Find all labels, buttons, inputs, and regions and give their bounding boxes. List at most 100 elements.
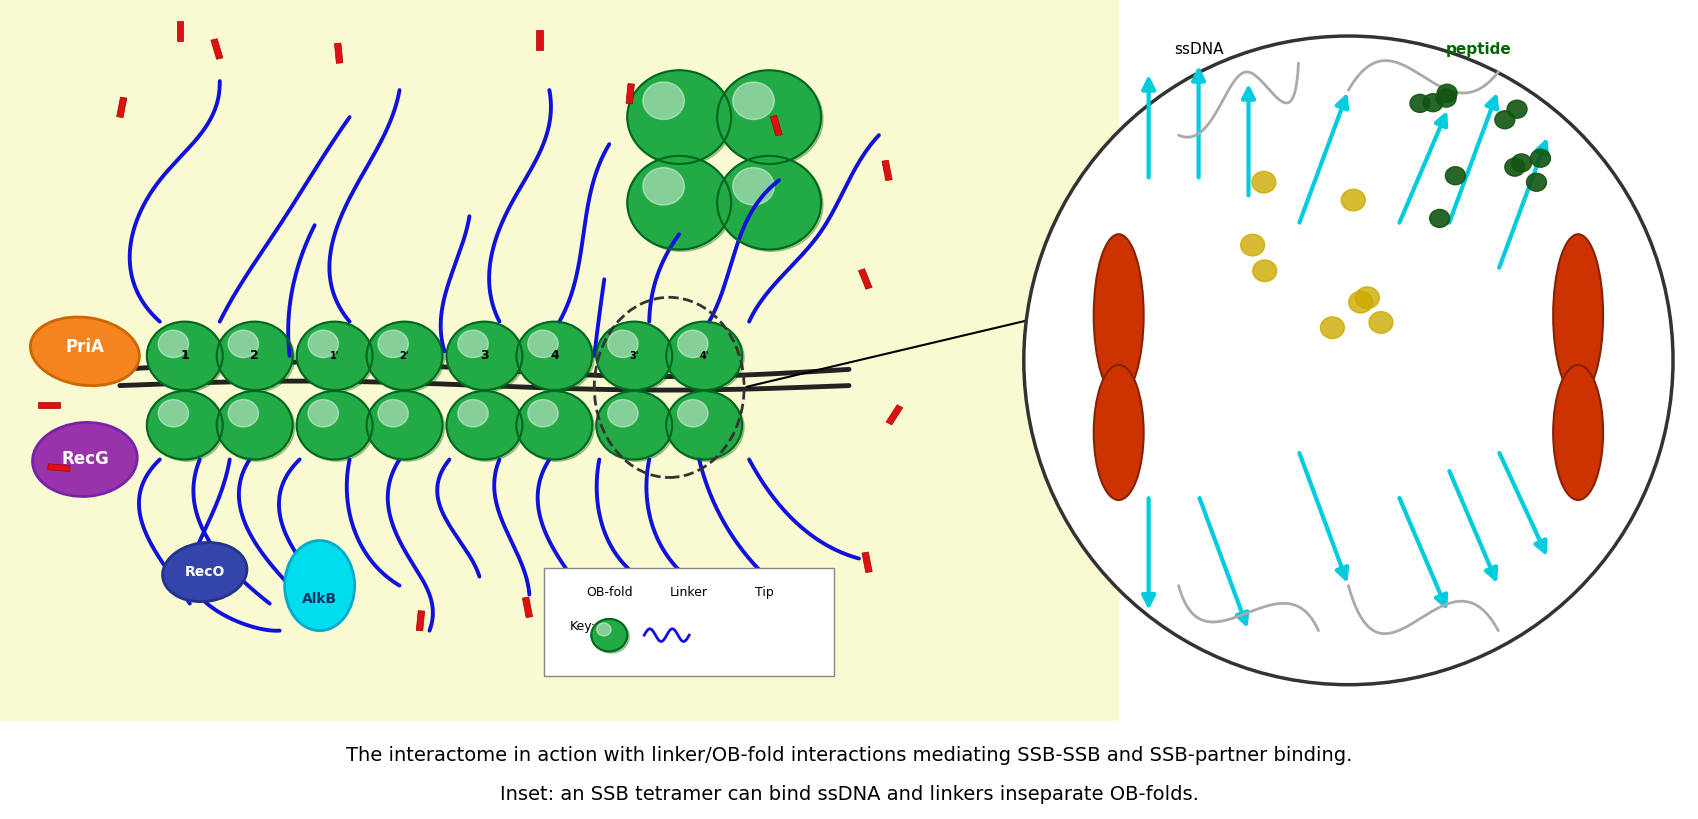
Bar [416,611,424,631]
Circle shape [678,330,708,358]
Ellipse shape [1554,234,1603,396]
Bar [863,552,873,572]
Circle shape [1374,197,1397,219]
Text: Key:: Key: [569,620,596,632]
Text: Tip: Tip [754,586,774,600]
Bar [881,161,891,181]
Circle shape [149,393,224,461]
Circle shape [447,391,523,459]
Text: 1: 1 [180,350,188,362]
Circle shape [1491,63,1510,81]
Ellipse shape [1024,36,1673,685]
Circle shape [228,400,258,427]
Circle shape [608,330,638,358]
Text: Inset: an SSB tetramer can bind ssDNA and linkers inseparate OB-folds.: Inset: an SSB tetramer can bind ssDNA an… [499,785,1199,804]
Circle shape [219,324,295,391]
Circle shape [644,82,684,120]
Circle shape [1459,212,1479,230]
Circle shape [448,393,525,461]
Circle shape [734,168,774,205]
Circle shape [368,393,445,461]
Circle shape [630,157,734,251]
Circle shape [158,400,188,427]
Text: OB-fold: OB-fold [586,586,633,600]
Text: 2': 2' [399,351,409,361]
Circle shape [458,330,489,358]
Circle shape [1523,208,1542,226]
Circle shape [596,322,672,390]
Circle shape [1457,187,1477,205]
Circle shape [596,391,672,459]
Circle shape [297,391,372,459]
Circle shape [367,322,443,390]
Circle shape [1408,285,1431,306]
Circle shape [299,393,375,461]
Text: peptide: peptide [1445,42,1511,57]
Bar [859,269,873,289]
Circle shape [379,400,408,427]
Ellipse shape [31,317,139,386]
Text: Linker: Linker [671,586,708,600]
Text: ssDNA: ssDNA [1173,42,1223,57]
Circle shape [219,393,295,461]
Circle shape [528,330,559,358]
Circle shape [598,324,674,391]
Text: 4: 4 [550,350,559,362]
Text: 2: 2 [250,350,260,362]
Circle shape [1465,107,1486,125]
Circle shape [666,322,742,390]
Circle shape [518,324,594,391]
Circle shape [149,324,224,391]
Circle shape [516,391,593,459]
Bar [211,38,222,59]
Circle shape [678,400,708,427]
Circle shape [596,623,611,636]
Circle shape [669,324,744,391]
Bar [37,402,59,409]
Circle shape [1406,240,1430,262]
Circle shape [458,400,489,427]
Circle shape [666,391,742,459]
Bar [803,593,812,613]
Circle shape [1413,189,1437,211]
Circle shape [1414,202,1438,224]
Circle shape [299,324,375,391]
Circle shape [1460,170,1481,188]
Circle shape [448,324,525,391]
Bar [757,629,764,647]
Circle shape [1338,323,1362,344]
Circle shape [717,70,822,164]
Circle shape [598,393,674,461]
Circle shape [297,322,372,390]
Ellipse shape [1094,365,1144,500]
Circle shape [228,330,258,358]
Circle shape [307,330,338,358]
Circle shape [1340,186,1363,208]
Bar [886,405,903,425]
Ellipse shape [163,542,246,602]
Circle shape [1460,212,1481,230]
Circle shape [447,322,523,390]
Circle shape [146,322,222,390]
Text: PriA: PriA [66,338,104,355]
Circle shape [591,619,627,651]
Circle shape [627,156,732,250]
Ellipse shape [1094,234,1144,396]
Circle shape [528,400,559,427]
Bar [177,20,183,41]
Ellipse shape [1554,365,1603,500]
Circle shape [1464,133,1482,152]
Circle shape [1401,197,1421,215]
Ellipse shape [32,423,138,496]
Bar [606,615,613,636]
Circle shape [158,330,188,358]
Text: AlkB: AlkB [302,592,338,606]
Circle shape [516,322,593,390]
Circle shape [368,324,445,391]
Circle shape [627,70,732,164]
Circle shape [1511,129,1530,147]
Text: 3: 3 [481,350,489,362]
FancyBboxPatch shape [0,0,1119,721]
Text: 4': 4' [700,351,710,361]
Circle shape [734,82,774,120]
